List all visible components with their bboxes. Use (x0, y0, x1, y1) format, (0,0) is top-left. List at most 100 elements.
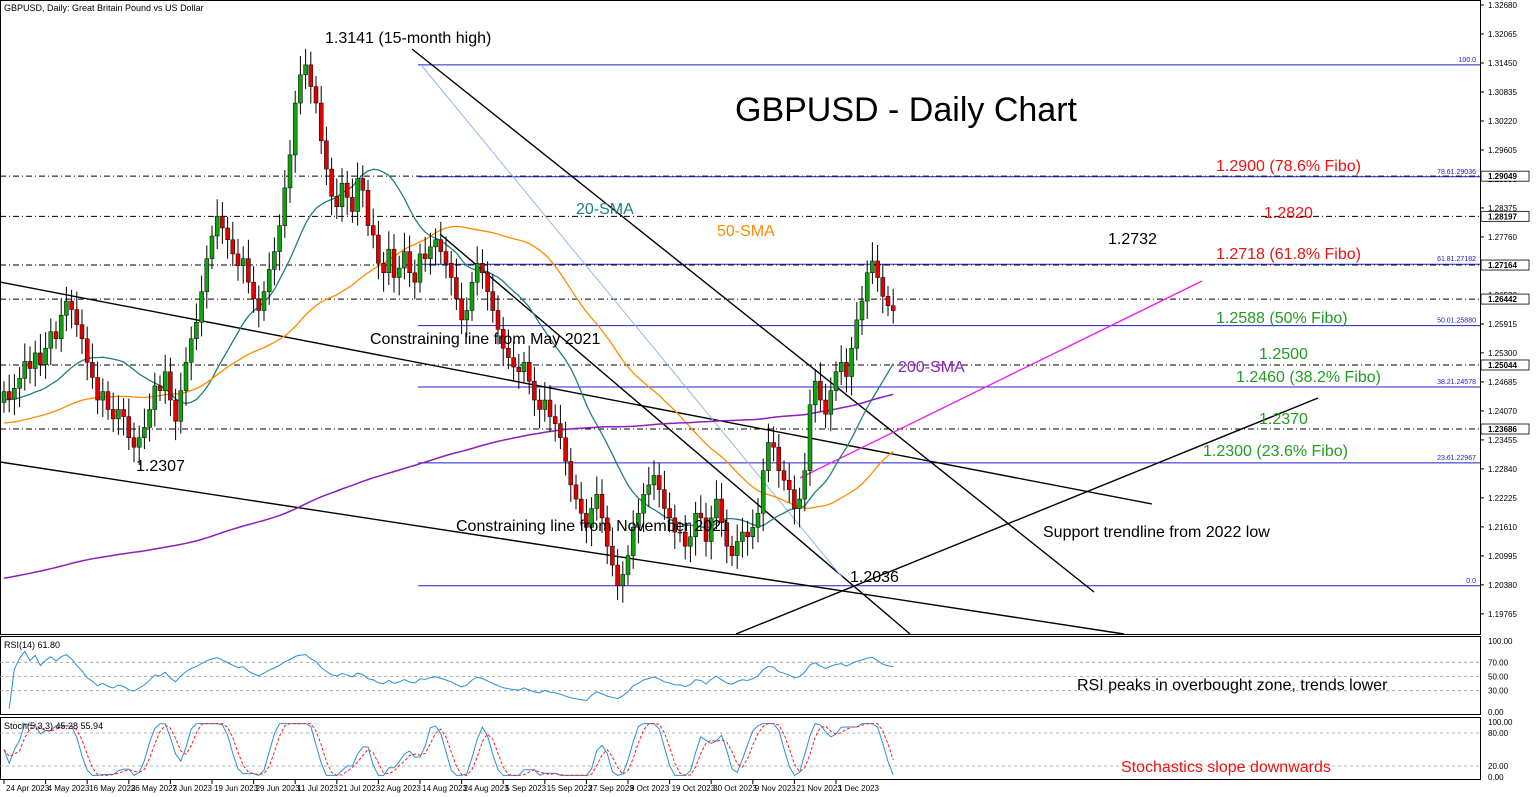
candle-bearish (126, 416, 132, 439)
candle-bullish (48, 331, 54, 349)
main-panel-frame (0, 0, 1481, 635)
candle-bearish (823, 399, 828, 415)
price-box-label: 1.25044 (1488, 361, 1517, 370)
candle-bearish (656, 475, 662, 490)
candle-bullish (287, 154, 293, 189)
label-constraining-nov: Constraining line from November 2021 (456, 518, 730, 535)
candle-bearish (131, 437, 137, 448)
candle-bearish (220, 215, 225, 229)
date-tick-label: 16 May 2023 (89, 784, 136, 793)
candle-bullish (147, 409, 152, 428)
candle-bullish (802, 470, 808, 500)
date-tick-label: 29 Jun 2023 (256, 784, 301, 793)
candle-bearish (610, 545, 615, 566)
price-tick-label: 1.22840 (1488, 465, 1517, 474)
candle-bearish (324, 140, 329, 170)
candle-bearish (573, 484, 579, 500)
label-20-sma: 20-SMA (576, 201, 634, 218)
candle-bearish (667, 508, 672, 519)
candle-bullish (12, 388, 17, 400)
fibo-label: 50.01.25880 (1437, 318, 1476, 325)
candle-bearish (256, 298, 262, 311)
candle-bullish (734, 541, 740, 556)
annotation-fibo-50: 1.2588 (50% Fibo) (1216, 310, 1348, 327)
date-tick-label: 19 Oct 2023 (672, 784, 716, 793)
price-tick-label: 1.22225 (1488, 494, 1517, 503)
candle-bearish (584, 512, 589, 528)
candle-bullish (402, 251, 407, 269)
candle-bearish (500, 329, 506, 349)
price-tick-label: 1.20995 (1488, 552, 1517, 561)
candle-bullish (812, 380, 818, 406)
date-tick-label: 15 Sep 2023 (547, 784, 593, 793)
support-trendline-2022-low (735, 397, 1319, 635)
candle-bearish (480, 263, 485, 274)
candle-bearish (173, 399, 178, 422)
candle-bearish (235, 253, 241, 266)
fibonacci-levels: 100.0 78.61.29036 61.81.27182 50.01.25880 38… (418, 57, 1480, 587)
rsi-tick-label: 100.00 (1488, 637, 1513, 646)
annotation-level-2500: 1.2500 (1259, 346, 1308, 363)
candle-bullish (199, 291, 204, 323)
fibo-label: 0.0 (1466, 578, 1476, 585)
stoch-header: Stoch(5,3,3) 45.28 55.94 (4, 721, 103, 731)
candle-bearish (792, 489, 797, 509)
rsi-header: RSI(14) 61.80 (4, 640, 60, 650)
constraining-line-nov-2021 (0, 461, 1125, 635)
candle-bearish (412, 272, 418, 283)
candle-bullish (22, 361, 28, 379)
candle-bullish (142, 427, 147, 439)
label-high-2732: 1.2732 (1108, 231, 1157, 248)
candle-bearish (724, 522, 730, 547)
price-box-label: 1.26442 (1488, 295, 1517, 304)
moving-averages (3, 168, 894, 580)
candle-bearish (38, 352, 43, 365)
candle-bearish (329, 168, 334, 197)
candle-bullish (178, 390, 184, 422)
candle-bullish (396, 267, 402, 278)
candle-bullish (204, 258, 210, 292)
price-tick-label: 1.31450 (1488, 59, 1517, 68)
candle-bullish (630, 527, 636, 556)
candle-bullish (740, 531, 745, 542)
date-tick-label: 11 Jul 2023 (297, 784, 338, 793)
candle-bearish (615, 564, 620, 587)
candle-bearish (776, 446, 782, 472)
price-box (1480, 210, 1530, 222)
annotation-level-2370: 1.2370 (1259, 411, 1308, 428)
candle-bullish (277, 225, 282, 252)
candle-bearish (698, 512, 704, 519)
candle-bullish (282, 187, 288, 226)
candle-bearish (578, 498, 584, 514)
candle-bullish (266, 269, 272, 292)
fibo-label: 100.0 (1458, 57, 1476, 64)
candle-bearish (344, 182, 350, 198)
candle-bearish (74, 309, 80, 325)
candle-bearish (532, 380, 537, 401)
label-support-2022: Support trendline from 2022 low (1043, 524, 1270, 541)
price-tick-label: 1.32680 (1488, 1, 1517, 10)
candle-bearish (438, 239, 444, 252)
constraining-line-may-2021 (0, 281, 1153, 505)
candle-bearish (511, 357, 516, 368)
candle-bullish (636, 512, 641, 528)
rsi-tick-label: 0.00 (1488, 708, 1504, 717)
date-tick-label: 24 Aug 2023 (464, 784, 509, 793)
candle-bearish (308, 64, 314, 87)
stoch-note: Stochastics slope downwards (1121, 759, 1331, 776)
candle-bullish (766, 442, 771, 472)
candle-bullish (58, 314, 64, 340)
candle-bullish (183, 362, 189, 391)
candle-bullish (417, 253, 423, 283)
candle-bullish (339, 182, 345, 208)
pink-trendline (799, 280, 1203, 479)
label-200-sma: 200-SMA (898, 359, 965, 376)
fibo-diagonal (421, 65, 843, 578)
stoch-panel-frame (0, 717, 1481, 780)
candle-bearish (485, 272, 490, 292)
price-tick-label: 1.30835 (1488, 88, 1517, 97)
price-tick-label: 1.19765 (1488, 610, 1517, 619)
candle-bearish (376, 234, 381, 264)
candle-bullish (194, 322, 199, 340)
